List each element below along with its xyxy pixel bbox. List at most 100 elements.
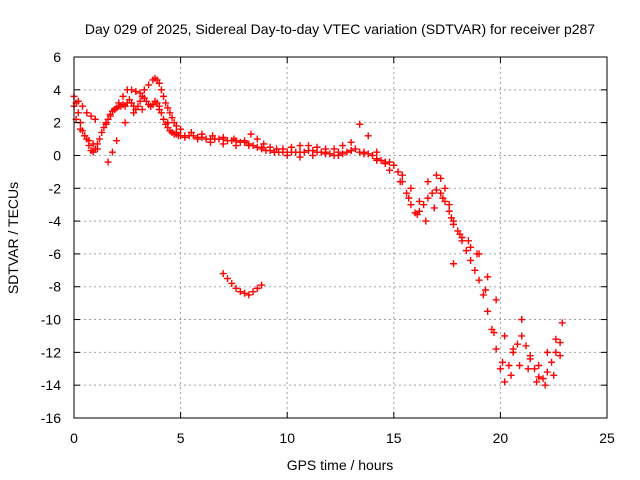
data-point xyxy=(209,132,217,140)
data-point xyxy=(413,211,421,219)
data-point xyxy=(172,122,180,130)
data-point xyxy=(96,135,104,143)
data-point xyxy=(81,132,89,140)
data-point xyxy=(526,352,534,360)
data-point xyxy=(136,89,144,97)
data-point xyxy=(428,189,436,197)
data-point xyxy=(230,135,238,143)
data-point xyxy=(136,97,144,105)
y-tick-label: -2 xyxy=(49,180,62,196)
data-point xyxy=(420,201,428,209)
data-point xyxy=(147,102,155,110)
data-point xyxy=(296,142,304,150)
data-point xyxy=(432,171,440,179)
data-point xyxy=(541,381,549,389)
data-point xyxy=(253,135,261,143)
y-tick-label: -6 xyxy=(49,246,62,262)
data-point xyxy=(505,361,513,369)
data-point xyxy=(430,204,438,212)
data-point xyxy=(245,142,253,150)
data-point xyxy=(138,106,146,114)
data-point xyxy=(194,135,202,143)
data-point xyxy=(424,194,432,202)
data-point xyxy=(108,148,116,156)
data-point xyxy=(356,120,364,128)
grid xyxy=(74,57,607,418)
data-point xyxy=(456,230,464,238)
data-point xyxy=(475,276,483,284)
data-point xyxy=(119,92,127,100)
data-point xyxy=(533,378,541,386)
data-point xyxy=(334,148,342,156)
data-point xyxy=(513,340,521,348)
data-point xyxy=(258,143,266,151)
y-tick-label: 0 xyxy=(53,147,61,163)
data-point xyxy=(556,352,564,360)
data-point xyxy=(437,174,445,182)
data-point xyxy=(270,148,278,156)
data-point xyxy=(479,291,487,299)
data-point xyxy=(253,284,261,292)
data-point xyxy=(145,81,153,89)
data-point xyxy=(403,189,411,197)
data-point xyxy=(347,147,355,155)
data-point xyxy=(121,119,129,127)
data-point xyxy=(87,112,95,120)
data-point xyxy=(287,143,295,151)
data-point xyxy=(552,348,560,356)
data-point xyxy=(296,153,304,161)
data-point xyxy=(473,250,481,258)
data-point xyxy=(98,128,106,136)
data-marks xyxy=(70,74,566,389)
data-point xyxy=(130,109,138,117)
data-point xyxy=(164,104,172,112)
data-point xyxy=(424,178,432,186)
data-point xyxy=(258,281,266,289)
data-point xyxy=(300,148,308,156)
data-point xyxy=(187,128,195,136)
series-sdtvar-upper-branch xyxy=(70,74,566,369)
data-point xyxy=(339,150,347,158)
data-point xyxy=(155,106,163,114)
data-point xyxy=(496,365,504,373)
data-point xyxy=(447,214,455,222)
data-point xyxy=(224,275,232,283)
data-point xyxy=(373,156,381,164)
data-point xyxy=(134,102,142,110)
data-point xyxy=(79,102,87,110)
data-point xyxy=(535,361,543,369)
data-point xyxy=(232,142,240,150)
data-point xyxy=(115,99,123,107)
data-point xyxy=(422,217,430,225)
data-point xyxy=(390,161,398,169)
data-point xyxy=(241,137,249,145)
chart-title: Day 029 of 2025, Sidereal Day-to-day VTE… xyxy=(85,21,595,37)
data-point xyxy=(157,86,165,94)
data-point xyxy=(245,291,253,299)
y-tick-label: -8 xyxy=(49,279,62,295)
data-point xyxy=(492,296,500,304)
x-tick-label: 10 xyxy=(279,430,295,446)
data-point xyxy=(106,112,114,120)
data-point xyxy=(552,335,560,343)
data-point xyxy=(550,371,558,379)
x-tick-label: 20 xyxy=(493,430,509,446)
data-point xyxy=(398,171,406,179)
data-point xyxy=(396,178,404,186)
data-point xyxy=(509,345,517,353)
data-point xyxy=(449,260,457,268)
data-point xyxy=(351,145,359,153)
data-point xyxy=(181,133,189,141)
series-sdtvar-main xyxy=(70,92,564,386)
data-point xyxy=(155,79,163,87)
x-tick-label: 5 xyxy=(177,430,185,446)
data-point xyxy=(168,114,176,122)
data-point xyxy=(462,247,470,255)
data-point xyxy=(467,256,475,264)
data-point xyxy=(381,160,389,168)
data-point xyxy=(102,119,110,127)
data-point xyxy=(373,148,381,156)
data-point xyxy=(111,106,119,114)
y-tick-label: -14 xyxy=(41,377,61,393)
